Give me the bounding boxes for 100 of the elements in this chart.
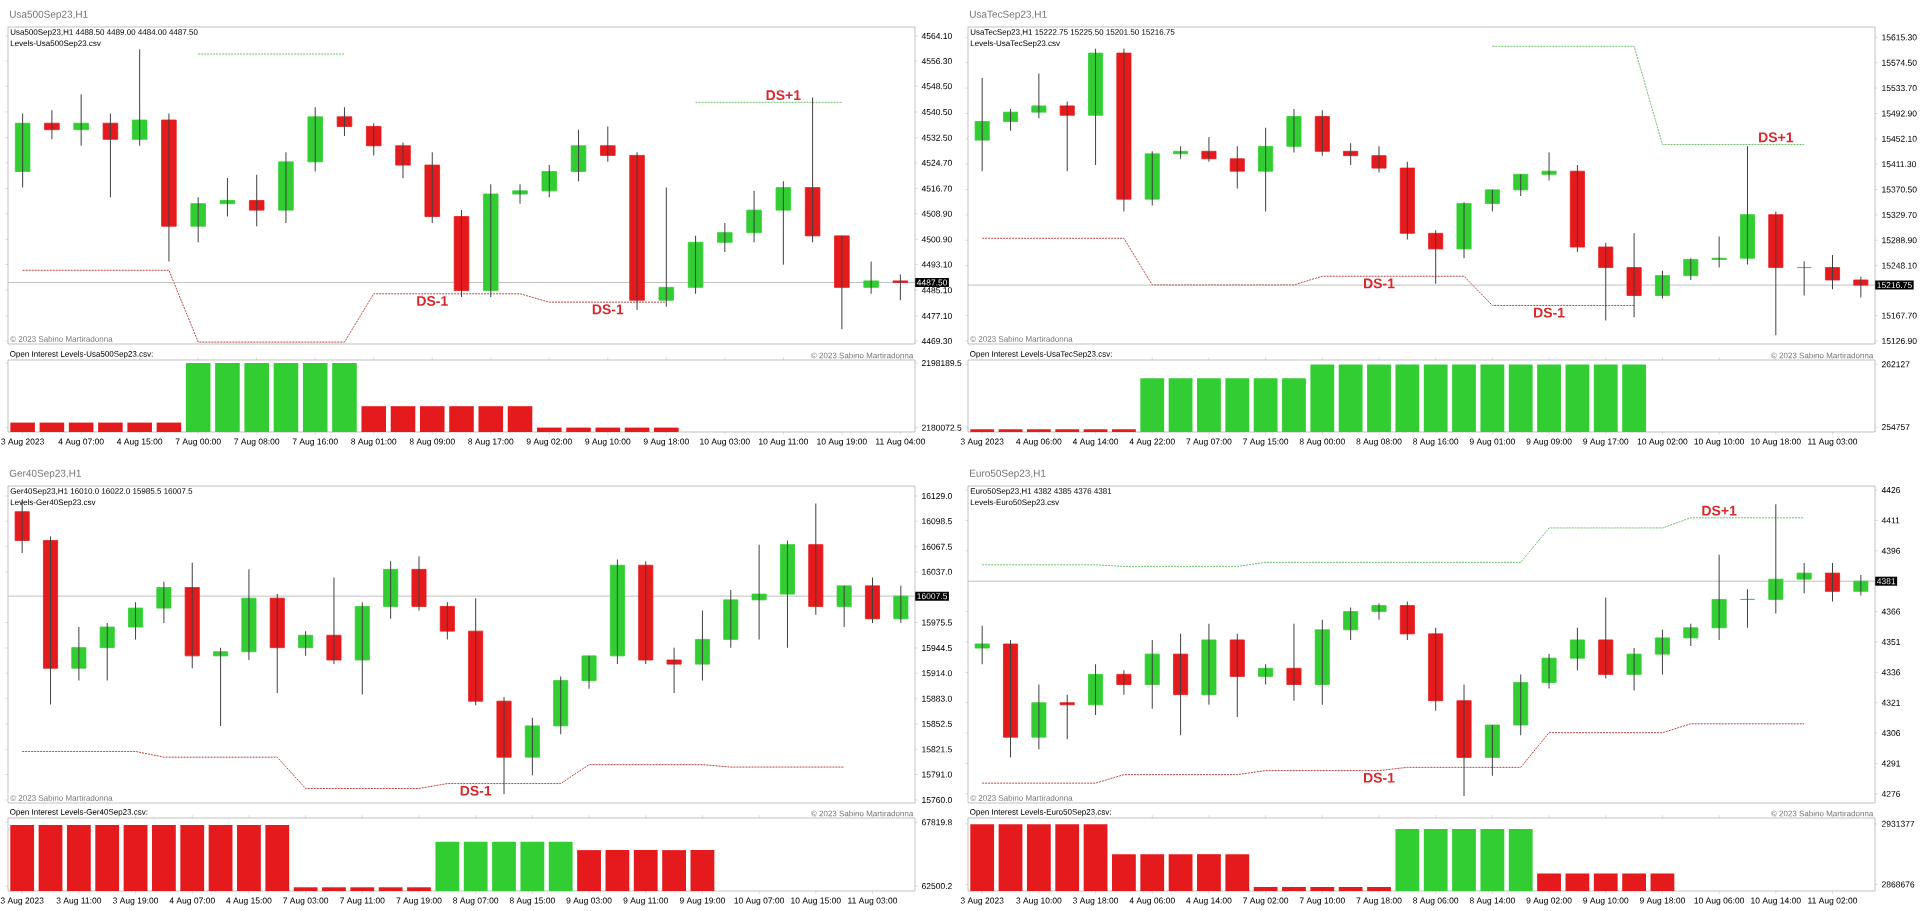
- x-tick-label: 9 Aug 10:00: [585, 438, 631, 447]
- y-tick-label: 4500.90: [921, 236, 952, 243]
- y-tick-label: 15329.70: [1882, 211, 1917, 218]
- candlestick: [1173, 633, 1189, 736]
- y-tick-label: 15411.30: [1882, 161, 1917, 168]
- x-tick-label: 10 Aug 02:00: [1637, 438, 1688, 447]
- y-tick-label: 15574.50: [1882, 59, 1917, 66]
- chart-title: Usa500Sep23,H1: [9, 10, 88, 20]
- x-tick-label: 9 Aug 18:00: [643, 438, 689, 447]
- candlestick: [1088, 663, 1104, 716]
- x-tick-label: 3 Aug 18:00: [1072, 897, 1119, 906]
- ref-line-label: 16007.5: [917, 593, 948, 600]
- candlestick: [1541, 653, 1557, 690]
- candlestick: [468, 597, 484, 706]
- candlestick: [269, 593, 285, 694]
- y-tick-label: 15975.5: [922, 619, 952, 626]
- candlestick: [1456, 684, 1472, 797]
- x-tick-label: 4 Aug 15:00: [116, 438, 163, 447]
- x-tick-label: 9 Aug 02:00: [1526, 897, 1572, 906]
- ref-line-label: 4487.50: [916, 279, 948, 286]
- y-tick-label: 4426: [1881, 487, 1901, 494]
- candlestick: [808, 502, 824, 616]
- candlestick: [1229, 145, 1245, 190]
- x-tick-label: 11 Aug 03:00: [1808, 438, 1858, 447]
- candlestick: [1796, 562, 1812, 594]
- x-tick-label: 9 Aug 01:00: [1469, 438, 1515, 447]
- candlestick: [102, 113, 119, 198]
- annotation: © 2023 Sabino Martiradonna: [970, 794, 1073, 801]
- candlestick: [14, 113, 31, 189]
- annotation: DS-1: [1534, 307, 1565, 318]
- y-tick-label: 4564.10: [921, 33, 952, 40]
- x-tick-label: 8 Aug 00:00: [1299, 438, 1345, 447]
- x-tick-label: 10 Aug 03:00: [700, 438, 750, 447]
- candlestick: [1513, 173, 1529, 197]
- candlestick: [553, 675, 569, 735]
- x-tick-label: 8 Aug 16:00: [1413, 438, 1459, 447]
- y-tick-label: 15248.10: [1882, 262, 1917, 269]
- y-tick-label: 15533.70: [1882, 85, 1917, 92]
- chart-subtitle: UsaTecSep23,H1 15222.75 15225.50 15201.50 15216.75: [970, 29, 1175, 37]
- ref-line-label: 15216.75: [1877, 282, 1912, 289]
- candlestick: [1399, 600, 1415, 641]
- candlestick: [658, 187, 675, 308]
- y-tick-label: 4336: [1881, 669, 1901, 676]
- candlestick: [638, 560, 654, 665]
- x-tick-label: 3 Aug 2023: [960, 438, 1004, 447]
- candlestick: [687, 235, 704, 295]
- x-tick-label: 9 Aug 18:00: [1639, 897, 1686, 906]
- x-tick-label: 4 Aug 14:00: [1072, 438, 1119, 447]
- x-tick-label: 10 Aug 15:00: [791, 897, 841, 906]
- y-tick-label: 4291: [1881, 760, 1901, 767]
- y-tick-label: 4493.10: [921, 261, 952, 268]
- candlestick: [1031, 73, 1047, 119]
- x-tick-label: 8 Aug 09:00: [409, 438, 455, 447]
- candlestick: [298, 630, 314, 657]
- candlestick: [1796, 260, 1812, 297]
- candlestick: [751, 544, 767, 640]
- y-tick-label: 2868676: [1881, 881, 1915, 888]
- x-tick-label: 9 Aug 02:00: [526, 438, 572, 447]
- candlestick: [1654, 270, 1670, 300]
- y-tick-label: 4321: [1881, 699, 1901, 706]
- x-tick-label: 3 Aug 2023: [960, 897, 1004, 906]
- y-tick-label: 4548.50: [921, 83, 952, 90]
- x-tick-label: 4 Aug 06:00: [1016, 438, 1062, 447]
- y-tick-label: 15492.90: [1882, 110, 1917, 117]
- candlestick: [248, 174, 265, 227]
- chart-title: UsaTecSep23,H1: [969, 10, 1047, 20]
- y-tick-label: 16067.5: [922, 543, 952, 550]
- x-tick-label: 7 Aug 16:00: [292, 438, 338, 447]
- y-tick-label: 4396: [1881, 547, 1901, 554]
- candlestick: [43, 535, 58, 705]
- annotation: © 2023 Sabino Martiradonna: [970, 335, 1073, 342]
- annotation: Levels-Usa500Sep23.csv: [10, 40, 101, 48]
- chart-title: Open Interest Levels-Usa500Sep23.csv:: [10, 350, 153, 359]
- y-tick-label: 262127: [1881, 361, 1910, 368]
- candlestick: [1768, 211, 1784, 336]
- text: © 2023 Sabino Martiradonna: [811, 810, 914, 817]
- x-tick-label: 10 Aug 07:00: [734, 897, 785, 906]
- y-tick-label: 15760.0: [922, 797, 952, 804]
- candlestick: [213, 647, 229, 727]
- candlestick: [184, 562, 200, 669]
- y-tick-label: 15852.5: [922, 720, 952, 727]
- y-tick-label: 4306: [1881, 730, 1901, 737]
- y-tick-label: 4540.50: [921, 108, 952, 115]
- candlestick: [1371, 602, 1387, 621]
- candlestick: [666, 647, 682, 694]
- candlestick: [1286, 108, 1302, 154]
- candlestick: [892, 273, 909, 301]
- candlestick: [1343, 607, 1359, 641]
- candlestick: [1569, 627, 1585, 671]
- y-tick-label: 2180072.5: [921, 424, 962, 431]
- candlestick: [1853, 574, 1869, 596]
- candlestick: [1003, 108, 1019, 132]
- annotation: DS-1: [417, 295, 448, 306]
- candlestick: [1399, 161, 1415, 241]
- y-tick-label: 2931377: [1881, 820, 1915, 827]
- y-tick-label: 15370.50: [1882, 186, 1917, 193]
- text: © 2023 Sabino Martiradonna: [811, 352, 914, 359]
- candlestick: [974, 625, 990, 665]
- x-tick-label: 10 Aug 06:00: [1694, 897, 1745, 906]
- candlestick: [1201, 136, 1217, 163]
